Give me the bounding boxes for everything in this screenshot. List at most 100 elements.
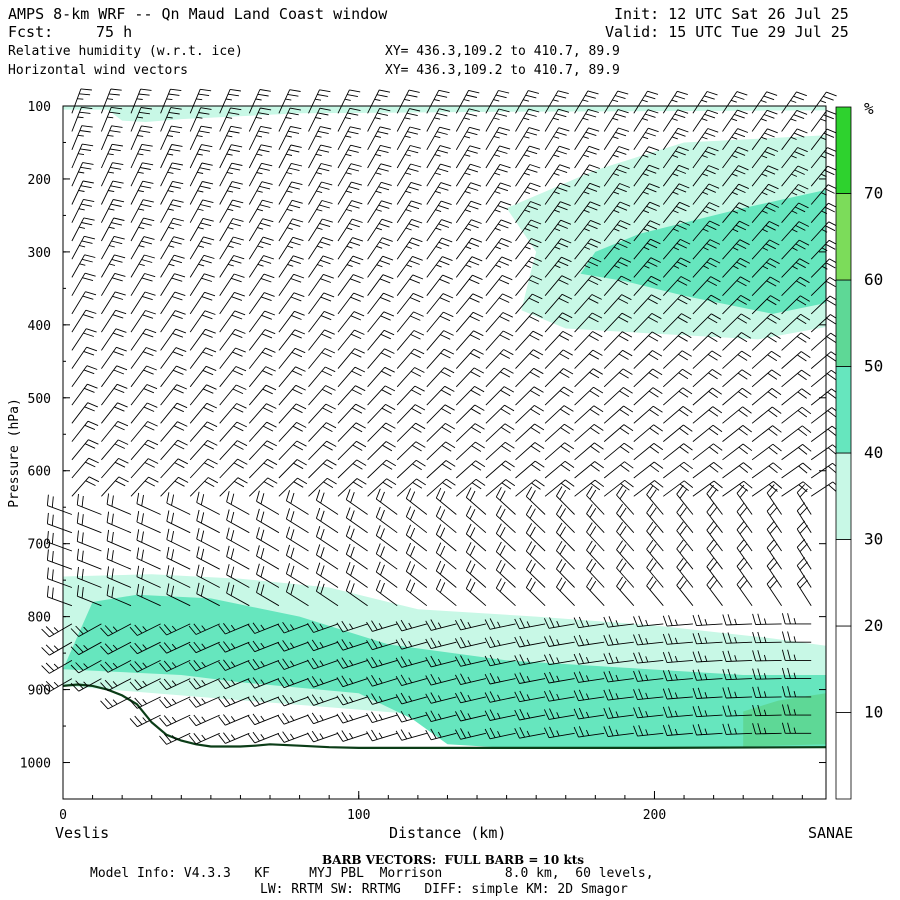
wind-barb xyxy=(130,236,155,260)
wind-barb xyxy=(751,202,779,223)
wind-barb xyxy=(366,675,398,687)
wind-barb xyxy=(308,329,335,351)
wind-barb xyxy=(189,347,217,369)
wind-barb xyxy=(315,544,339,570)
wind-barb xyxy=(196,546,220,570)
wind-barb xyxy=(633,652,664,664)
wind-barb xyxy=(722,462,753,479)
wind-barb xyxy=(633,387,663,406)
wind-barb xyxy=(751,220,780,242)
wind-barb xyxy=(485,441,515,461)
wind-barb xyxy=(100,162,124,187)
wind-barb xyxy=(574,256,602,278)
wind-barb xyxy=(130,458,159,479)
wind-barb xyxy=(160,439,188,461)
wind-barb xyxy=(375,543,398,570)
wind-barb xyxy=(160,384,187,406)
wind-barb xyxy=(219,403,247,424)
wind-barb xyxy=(455,728,487,740)
wind-barb xyxy=(692,239,721,260)
wind-barb xyxy=(189,217,214,242)
wind-barb xyxy=(646,503,664,533)
wind-barb xyxy=(366,638,398,651)
wind-barb xyxy=(366,656,398,669)
wind-barb xyxy=(160,402,188,424)
wind-barb xyxy=(130,402,158,424)
wind-barb xyxy=(188,696,220,708)
wind-barb xyxy=(315,526,339,552)
wind-barb xyxy=(367,200,393,223)
wind-barb xyxy=(722,220,750,242)
wind-barb xyxy=(278,199,303,223)
wind-barb xyxy=(544,238,572,260)
wind-barb xyxy=(574,90,599,114)
wind-barb xyxy=(100,641,132,655)
wind-barb xyxy=(285,508,309,534)
wind-barb xyxy=(278,126,302,151)
wind-barb xyxy=(218,677,250,690)
wind-barb xyxy=(76,548,102,570)
colorbar-tick-label: 30 xyxy=(864,530,883,549)
wind-barb xyxy=(603,670,634,683)
wind-barb xyxy=(396,422,426,442)
wind-barb xyxy=(337,403,366,424)
wind-barb xyxy=(722,91,748,114)
wind-barb xyxy=(129,678,161,691)
wind-barb xyxy=(46,567,73,588)
wind-barb xyxy=(556,504,575,534)
wind-barb xyxy=(752,631,782,644)
wind-barb xyxy=(395,692,427,705)
wind-barb xyxy=(455,423,485,442)
wind-barb xyxy=(603,652,634,665)
wind-barb xyxy=(573,707,605,720)
wind-barb xyxy=(603,442,634,461)
wind-barb xyxy=(336,675,368,688)
wind-barb xyxy=(603,461,634,479)
wind-barb xyxy=(544,293,573,315)
wind-barb xyxy=(796,520,812,552)
wind-barb xyxy=(544,127,570,151)
wind-barb xyxy=(633,706,664,719)
wind-barb xyxy=(405,488,428,515)
wind-barb xyxy=(196,528,220,552)
wind-barb xyxy=(662,651,693,664)
wind-barb xyxy=(722,183,749,205)
wind-barb xyxy=(692,462,723,479)
wind-barb xyxy=(706,503,723,533)
wind-barb xyxy=(544,164,571,187)
wind-barb xyxy=(766,557,782,588)
x-axis-label: Distance (km) xyxy=(389,824,507,842)
wind-barb xyxy=(484,727,516,740)
wind-barb xyxy=(256,508,280,534)
colorbar-band xyxy=(835,366,852,454)
wind-barb xyxy=(277,621,309,634)
colorbar-tick-label: 70 xyxy=(864,184,883,203)
wind-barb xyxy=(736,521,753,552)
wind-barb xyxy=(781,147,808,169)
wind-barb xyxy=(71,254,96,278)
wind-barb xyxy=(256,527,280,552)
wind-barb xyxy=(101,476,129,497)
wind-barb xyxy=(751,350,781,369)
wind-barb xyxy=(219,421,247,442)
wind-barb xyxy=(247,677,280,689)
wind-barb xyxy=(425,619,457,631)
wind-barb xyxy=(308,477,337,497)
wind-barb xyxy=(396,200,422,223)
wind-barb xyxy=(435,560,457,588)
terrain-surface-line xyxy=(62,683,827,750)
wind-barb xyxy=(219,291,245,315)
wind-barb xyxy=(278,440,307,461)
wind-barb xyxy=(308,255,334,278)
wind-barb xyxy=(484,654,516,667)
wind-barb xyxy=(159,714,191,727)
wind-barb xyxy=(166,583,191,607)
wind-barb xyxy=(722,257,751,278)
wind-barb xyxy=(662,146,689,169)
wind-barb xyxy=(396,126,421,151)
wind-barb xyxy=(248,366,276,388)
wind-barb xyxy=(278,292,305,315)
wind-barb xyxy=(485,460,515,479)
wind-barb xyxy=(752,650,782,662)
wind-barb xyxy=(218,659,250,671)
